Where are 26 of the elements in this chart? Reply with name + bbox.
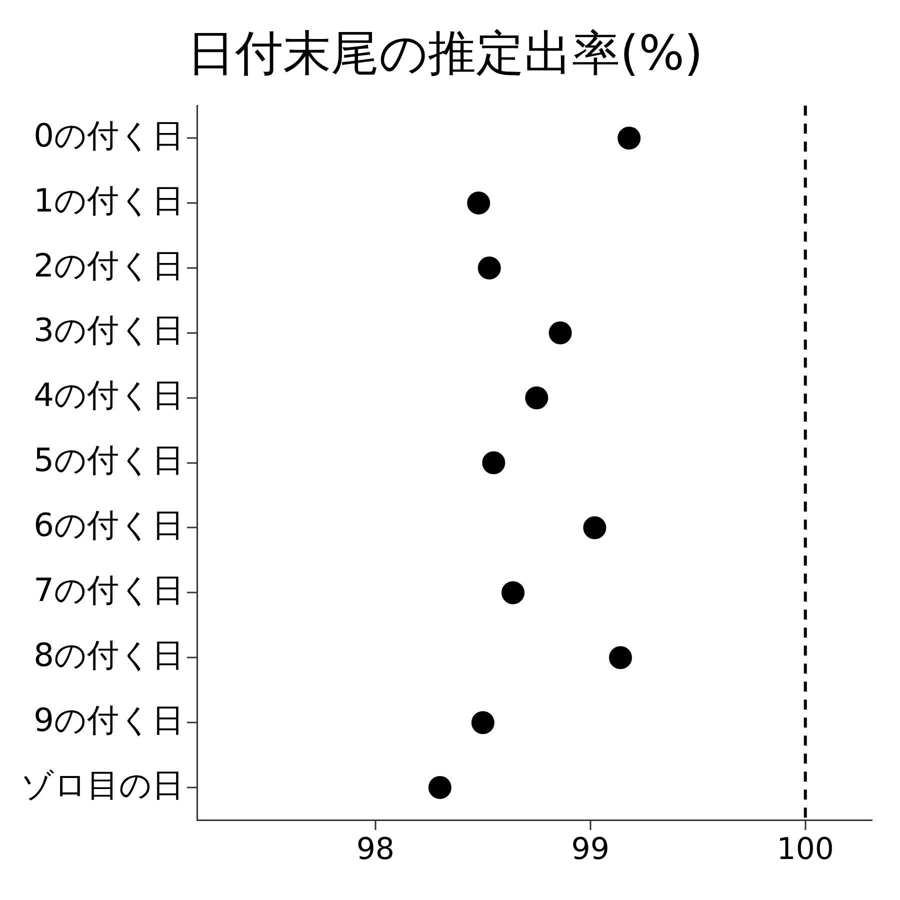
y-tick-label: 8の付く日 [34,636,184,674]
y-tick-label: 1の付く日 [34,181,184,220]
y-tick-label: 5の付く日 [34,441,184,480]
point [608,646,632,670]
x-tick-label: 100 [776,832,834,867]
point [471,711,494,734]
y-tick-label: 0の付く日 [34,116,184,154]
point [482,451,506,474]
point [583,516,606,540]
y-tick-label: 6の付く日 [34,506,184,544]
x-tick-label: 99 [571,832,610,867]
point [478,256,501,280]
y-tick-label: 9の付く日 [34,700,184,739]
y-tick-label: 4の付く日 [34,376,184,414]
point [502,581,525,604]
point [467,192,490,215]
y-tick-label: 7の付く日 [34,571,184,610]
y-tick-label: ゾロ目の日 [21,766,184,804]
point [618,126,641,150]
point [548,321,572,344]
point [525,386,548,410]
chart-title: 日付末尾の推定出率(%) [186,25,704,82]
y-tick-label: 3の付く日 [34,311,184,350]
point [428,776,452,800]
x-tick-label: 98 [356,832,395,867]
y-tick-label: 2の付く日 [34,246,184,284]
